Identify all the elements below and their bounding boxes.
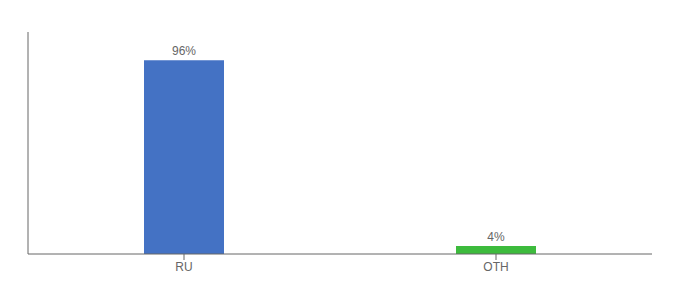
- svg-text:RU: RU: [175, 260, 192, 274]
- svg-text:OTH: OTH: [483, 260, 508, 274]
- svg-text:4%: 4%: [487, 230, 505, 244]
- svg-text:96%: 96%: [172, 44, 196, 58]
